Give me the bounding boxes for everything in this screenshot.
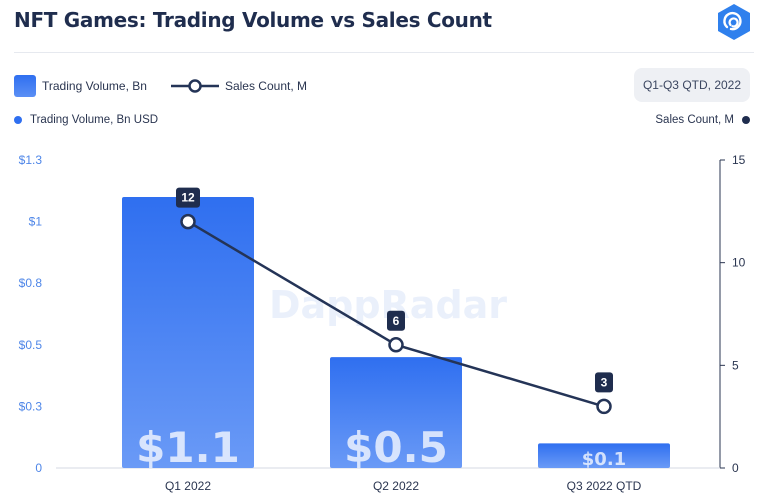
left-tick-label: 0 bbox=[35, 461, 42, 475]
data-label: 6 bbox=[393, 314, 400, 328]
bar bbox=[330, 357, 462, 468]
right-axis-name-label: Sales Count, M bbox=[655, 114, 734, 126]
left-axis-dot-icon bbox=[14, 116, 22, 124]
category-label: Q3 2022 QTD bbox=[567, 479, 642, 493]
header-divider bbox=[14, 52, 754, 53]
legend-bar-label: Trading Volume, Bn bbox=[42, 79, 147, 93]
bar bbox=[538, 443, 670, 468]
legend-bar-swatch bbox=[14, 75, 36, 97]
left-tick-label: $0.8 bbox=[19, 276, 43, 290]
chart-title: NFT Games: Trading Volume vs Sales Count bbox=[14, 8, 492, 32]
right-axis-name: Sales Count, M bbox=[655, 114, 750, 126]
right-axis-dot-icon bbox=[742, 116, 750, 124]
category-label: Q1 2022 bbox=[165, 479, 211, 493]
data-label: 3 bbox=[601, 375, 608, 389]
left-tick-label: $0.3 bbox=[19, 399, 43, 413]
left-tick-label: $0.5 bbox=[19, 338, 43, 352]
line-point bbox=[388, 337, 404, 353]
left-tick-label: $1.3 bbox=[19, 153, 43, 167]
left-axis-name-label: Trading Volume, Bn USD bbox=[30, 114, 159, 126]
legend-line-label: Sales Count, M bbox=[224, 79, 307, 93]
bar bbox=[122, 196, 254, 468]
right-tick-label: 15 bbox=[732, 153, 746, 167]
bar-value-label: $0.5 bbox=[344, 423, 448, 472]
line-point bbox=[596, 398, 612, 415]
data-label-box bbox=[387, 310, 405, 331]
data-label-box bbox=[595, 372, 613, 393]
bar-value-label: $0.1 bbox=[582, 449, 626, 470]
data-label: 12 bbox=[181, 191, 195, 205]
right-tick-label: 0 bbox=[732, 461, 739, 475]
left-tick-label: $1 bbox=[29, 215, 43, 229]
right-tick-label: 5 bbox=[732, 358, 739, 372]
category-label: Q2 2022 bbox=[373, 479, 419, 493]
chart-legend: Trading Volume, Bn Sales Count, M bbox=[14, 74, 307, 98]
data-label-box bbox=[176, 187, 200, 208]
legend-line-marker-icon bbox=[170, 79, 219, 93]
left-axis-name: Trading Volume, Bn USD bbox=[14, 114, 158, 126]
bar-value-label: $1.1 bbox=[136, 423, 240, 472]
period-badge: Q1-Q3 QTD, 2022 bbox=[634, 68, 750, 102]
right-tick-label: 10 bbox=[732, 256, 746, 270]
line-point bbox=[180, 213, 196, 230]
dappradar-logo-icon bbox=[718, 4, 750, 40]
